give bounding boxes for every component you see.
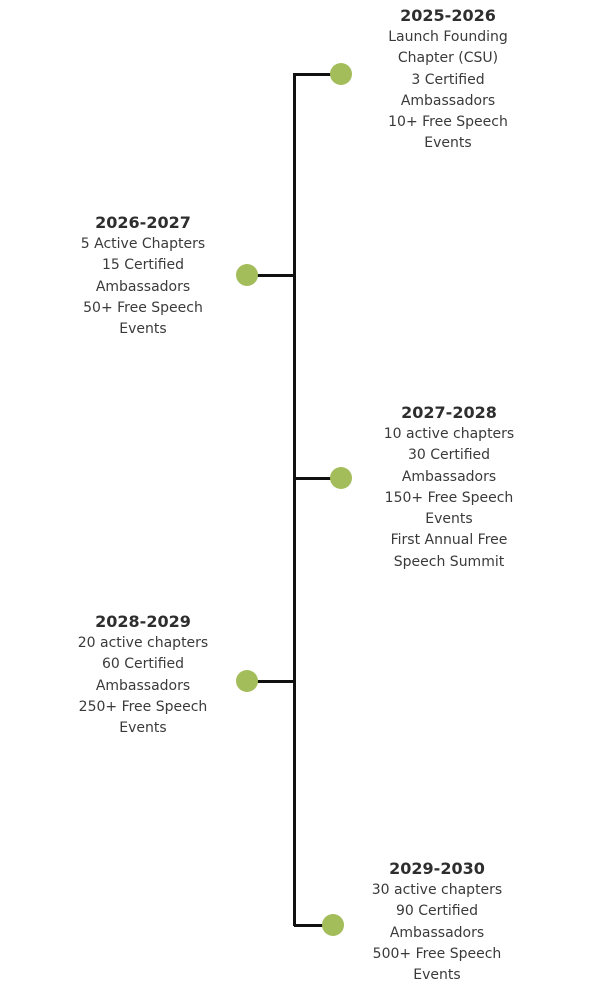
milestone-block: 2026-2027 5 Active Chapters 15 Certified Am… [43,212,243,340]
milestone-item: Events [425,511,473,528]
milestone-item: 500+ Free Speech [372,945,502,962]
branch-connector [247,680,294,683]
milestone-block: 2027-2028 10 active chapters 30 Certified A… [349,402,549,573]
milestone-item: 90 Certified [395,903,479,920]
milestone-item: 15 Certified [101,257,185,274]
milestone-item: 10+ Free Speech [388,114,508,131]
branch-connector [294,73,341,76]
milestone-year: 2028-2029 [95,612,191,631]
branch-connector [247,274,294,277]
milestone-dot [236,264,258,286]
milestone-year: 2026-2027 [95,213,191,232]
milestone-item: Events [119,321,167,338]
milestone-item: Ambassadors [401,468,497,485]
milestone-item: Events [424,135,472,152]
milestone-item: Speech Summit [393,553,505,570]
milestone-block: 2025-2026 Launch Founding Chapter (CSU) 3 C… [348,5,548,155]
milestone-year: 2025-2026 [400,6,496,25]
milestone-item: Ambassadors [400,92,496,109]
milestone-item: 5 Active Chapters [80,236,206,252]
milestone-item: First Annual Free [390,532,508,549]
milestone-block: 2029-2030 30 active chapters 90 Certified A… [337,858,537,986]
branch-connector [294,477,341,480]
milestone-dot [330,63,352,85]
milestone-item: 30 active chapters [371,882,503,898]
milestone-dot [236,670,258,692]
milestone-item: 20 active chapters [77,635,209,651]
milestone-item: Ambassadors [95,677,191,694]
milestone-dot [322,914,344,936]
milestone-item: Ambassadors [389,924,485,941]
milestone-item: 60 Certified [101,656,185,673]
milestone-block: 2028-2029 20 active chapters 60 Certified A… [43,611,243,739]
milestone-item: Events [119,720,167,737]
timeline-spine [293,73,296,926]
milestone-item: 10 active chapters [383,426,515,442]
milestone-item: Ambassadors [95,278,191,295]
milestone-year: 2029-2030 [389,859,485,878]
milestone-year: 2027-2028 [401,403,497,422]
milestone-item: 30 Certified [407,447,491,464]
milestone-item: 250+ Free Speech [78,698,208,715]
milestone-item: 150+ Free Speech [384,489,514,506]
branch-connector [294,924,333,927]
milestone-item: 50+ Free Speech [83,299,203,316]
milestone-item: Chapter (CSU) [397,50,499,67]
milestone-dot [330,467,352,489]
milestone-item: Events [413,967,461,984]
milestone-item: 3 Certified [411,71,485,88]
milestone-item: Launch Founding [388,29,508,45]
